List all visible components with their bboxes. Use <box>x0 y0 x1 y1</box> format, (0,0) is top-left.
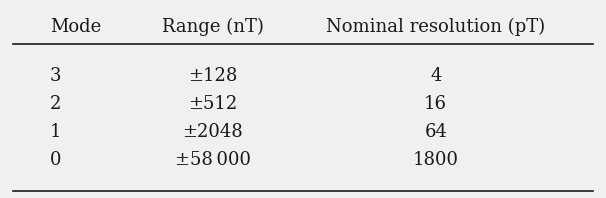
Text: 1: 1 <box>50 123 61 141</box>
Text: 1800: 1800 <box>413 151 459 169</box>
Text: ±2048: ±2048 <box>182 123 243 141</box>
Text: ±512: ±512 <box>188 95 237 113</box>
Text: 3: 3 <box>50 67 61 85</box>
Text: Nominal resolution (pT): Nominal resolution (pT) <box>326 18 545 36</box>
Text: 2: 2 <box>50 95 61 113</box>
Text: 0: 0 <box>50 151 61 169</box>
Text: Mode: Mode <box>50 18 101 36</box>
Text: 64: 64 <box>424 123 447 141</box>
Text: 4: 4 <box>430 67 441 85</box>
Text: ±58 000: ±58 000 <box>175 151 250 169</box>
Text: 16: 16 <box>424 95 447 113</box>
Text: ±128: ±128 <box>188 67 237 85</box>
Text: Range (nT): Range (nT) <box>162 18 264 36</box>
